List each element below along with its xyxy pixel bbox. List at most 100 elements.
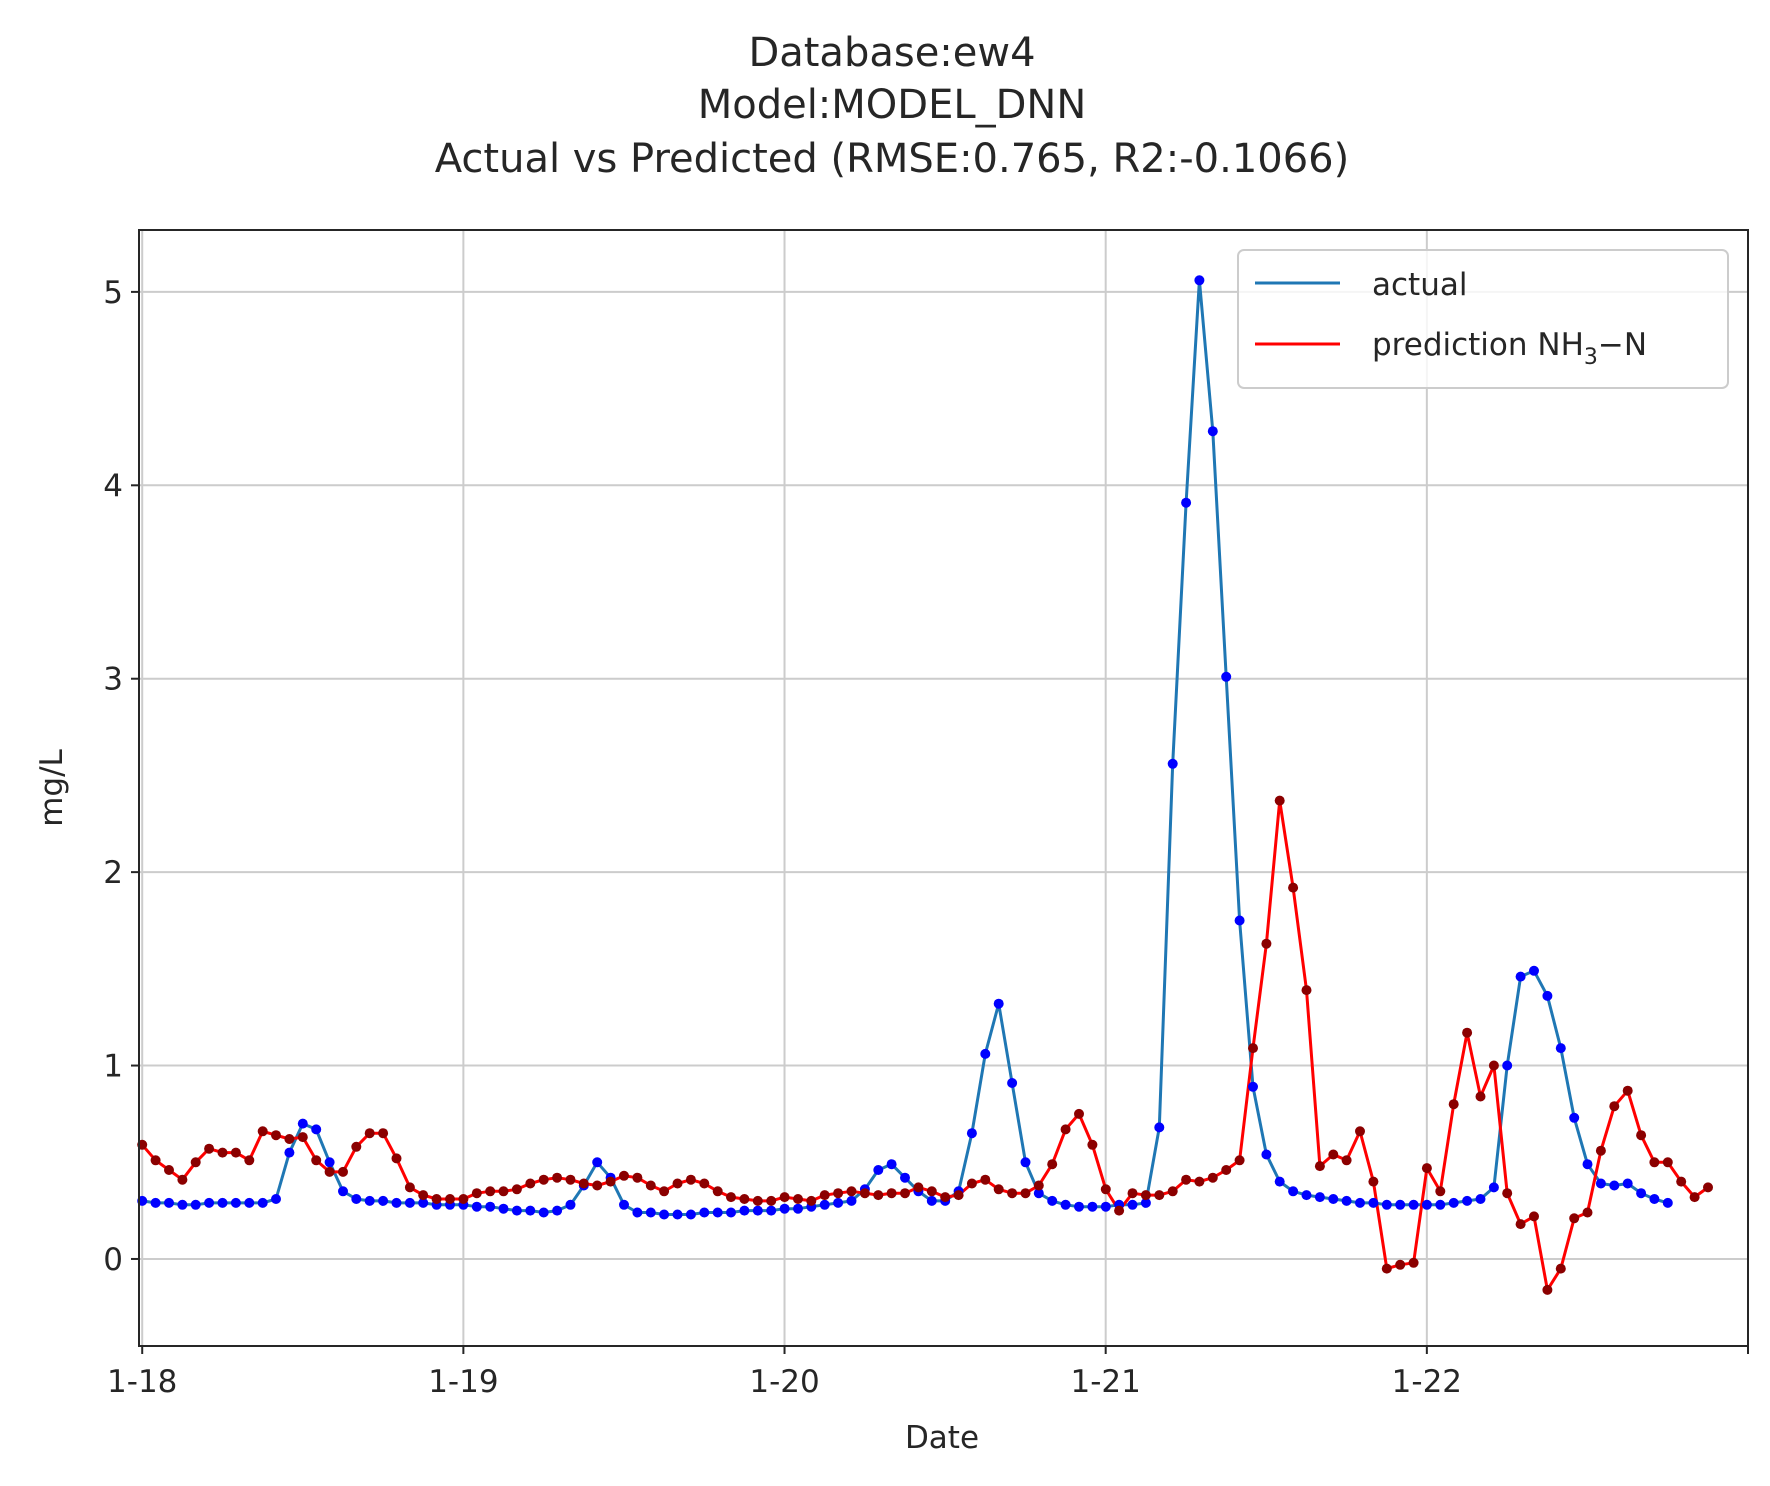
actual-point xyxy=(1221,671,1232,682)
actual-point xyxy=(498,1203,509,1214)
actual-point xyxy=(1555,1043,1566,1054)
prediction-point xyxy=(819,1190,830,1201)
actual-point xyxy=(311,1124,322,1135)
legend: actual prediction NH3−N xyxy=(1237,249,1729,389)
prediction-point xyxy=(1689,1192,1700,1203)
prediction-point xyxy=(1636,1130,1647,1141)
prediction-point xyxy=(645,1180,656,1191)
y-tick-label: 5 xyxy=(103,275,123,311)
actual-point xyxy=(1529,965,1539,976)
prediction-point xyxy=(672,1178,683,1189)
prediction-point xyxy=(1662,1157,1673,1168)
prediction-point xyxy=(1047,1159,1058,1170)
prediction-point xyxy=(1462,1027,1473,1038)
actual-point xyxy=(1033,1188,1044,1199)
actual-point xyxy=(712,1207,723,1218)
x-tick-label: 1-20 xyxy=(749,1364,819,1400)
prediction-point xyxy=(351,1141,362,1152)
actual-point xyxy=(217,1197,228,1208)
actual-point xyxy=(257,1197,268,1208)
prediction-point xyxy=(1649,1157,1660,1168)
prediction-point xyxy=(1355,1126,1365,1137)
prediction-point xyxy=(404,1182,415,1193)
title-line-2: Model:MODEL_DNN xyxy=(698,82,1087,128)
actual-point xyxy=(846,1195,857,1206)
legend-box xyxy=(1237,249,1729,389)
actual-point xyxy=(284,1147,295,1158)
prediction-point xyxy=(1341,1155,1352,1166)
actual-point xyxy=(404,1197,415,1208)
y-tick-label: 4 xyxy=(103,468,123,504)
actual-point xyxy=(1328,1194,1339,1204)
prediction-point xyxy=(1074,1108,1084,1119)
x-axis: 1-18 1-19 1-20 1-21 1-22 xyxy=(107,1346,1749,1400)
actual-point xyxy=(1154,1122,1165,1133)
prediction-point xyxy=(1221,1165,1232,1175)
series-lines xyxy=(141,278,1709,1292)
plot-frame xyxy=(138,229,1749,1347)
actual-point xyxy=(672,1209,683,1220)
prediction-point xyxy=(900,1188,910,1199)
prediction-point xyxy=(1207,1172,1218,1183)
actual-point xyxy=(1207,426,1218,437)
actual-point xyxy=(1314,1192,1325,1203)
prediction-point xyxy=(578,1178,589,1189)
actual-point xyxy=(1047,1195,1058,1206)
prediction-point xyxy=(552,1172,563,1183)
prediction-point xyxy=(1288,882,1299,893)
prediction-point xyxy=(726,1192,736,1203)
prediction-point xyxy=(1274,795,1285,806)
actual-point xyxy=(685,1209,696,1220)
legend-label-prediction-sub: 3 xyxy=(1584,345,1598,370)
actual-point xyxy=(766,1205,777,1216)
actual-point xyxy=(230,1197,241,1208)
actual-point xyxy=(1502,1060,1513,1071)
prediction-point xyxy=(525,1178,536,1189)
prediction-point xyxy=(980,1174,991,1185)
prediction-point xyxy=(431,1194,442,1204)
actual-point xyxy=(926,1195,937,1206)
actual-point xyxy=(164,1197,174,1208)
prediction-point xyxy=(1421,1163,1432,1174)
prediction-point xyxy=(190,1157,201,1168)
prediction-point xyxy=(271,1130,281,1141)
prediction-point xyxy=(926,1186,937,1197)
actual-point xyxy=(632,1207,643,1218)
actual-point xyxy=(1662,1197,1673,1208)
prediction-point xyxy=(565,1174,576,1185)
prediction-point xyxy=(1488,1060,1499,1071)
prediction-point xyxy=(1395,1259,1406,1270)
actual-point xyxy=(1087,1201,1098,1212)
prediction-point xyxy=(1529,1211,1539,1222)
actual-point xyxy=(324,1157,335,1168)
prediction-point xyxy=(1127,1188,1138,1199)
actual-point xyxy=(1515,971,1526,982)
actual-point xyxy=(177,1199,188,1210)
prediction-point xyxy=(993,1184,1004,1195)
prediction-point xyxy=(511,1184,522,1195)
prediction-point xyxy=(1314,1161,1325,1172)
prediction-point xyxy=(217,1147,228,1158)
y-tick-label: 1 xyxy=(103,1049,123,1085)
prediction-point xyxy=(1595,1145,1606,1156)
actual-point xyxy=(1475,1194,1486,1204)
y-tick-label: 3 xyxy=(103,662,123,698)
actual-point xyxy=(619,1199,629,1210)
actual-point xyxy=(391,1197,402,1208)
prediction-point xyxy=(1676,1176,1687,1187)
prediction-point xyxy=(485,1186,496,1197)
prediction-point xyxy=(619,1170,629,1181)
actual-point xyxy=(511,1205,522,1216)
prediction-point xyxy=(498,1186,509,1197)
prediction-point xyxy=(1060,1124,1071,1135)
legend-label-prediction-main: prediction NH xyxy=(1372,327,1584,363)
prediction-point xyxy=(1154,1190,1165,1201)
actual-point xyxy=(552,1205,563,1216)
actual-point xyxy=(1649,1194,1660,1204)
actual-point xyxy=(364,1195,375,1206)
prediction-point xyxy=(391,1153,402,1164)
actual-point xyxy=(190,1199,201,1210)
actual-point xyxy=(1636,1188,1647,1199)
prediction-point xyxy=(284,1134,295,1144)
x-tick-label: 1-18 xyxy=(107,1364,177,1400)
